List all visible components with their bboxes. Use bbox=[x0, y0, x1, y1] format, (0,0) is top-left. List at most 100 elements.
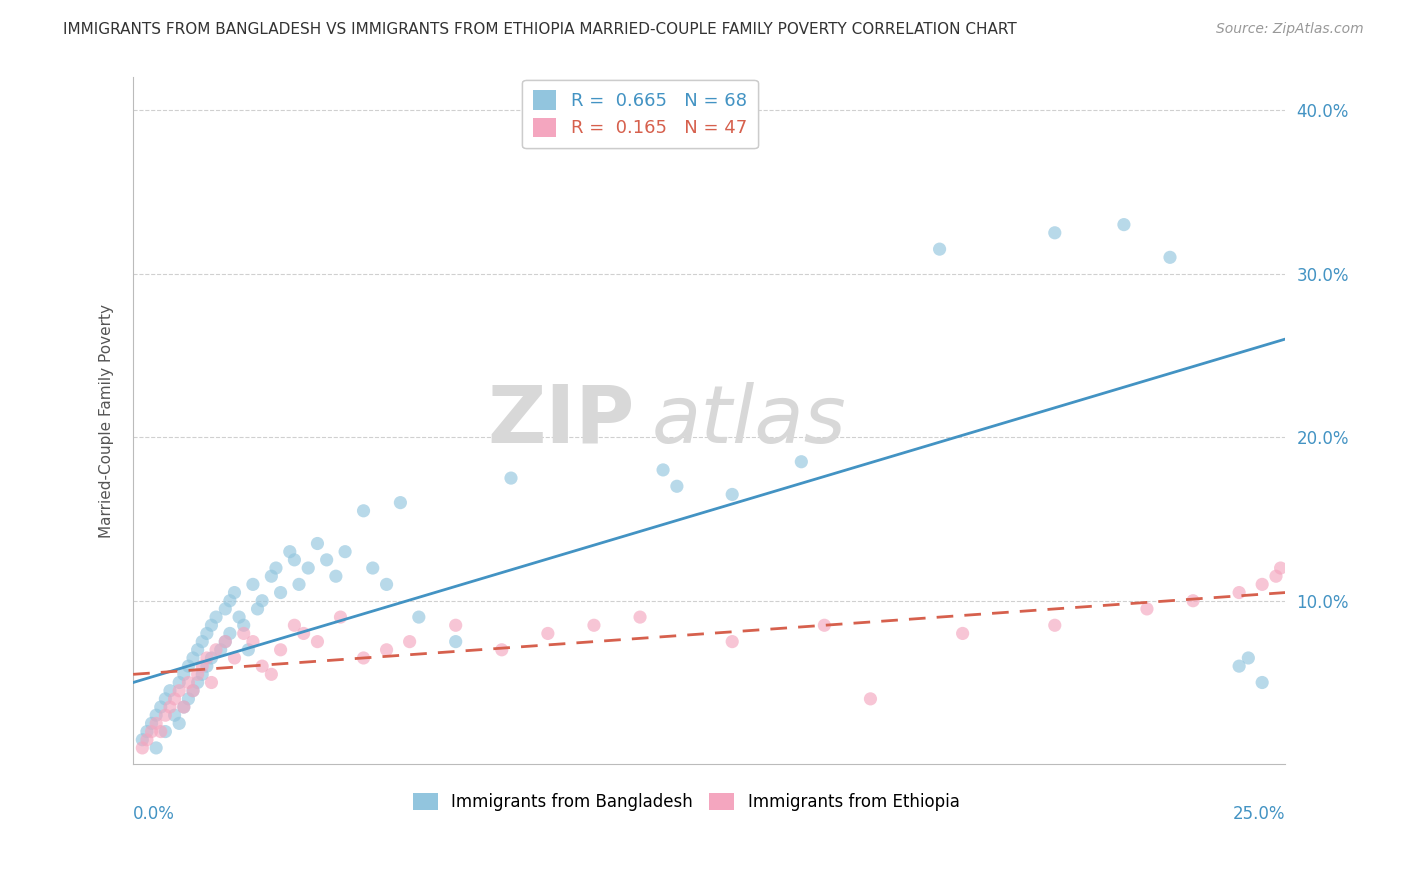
Point bbox=[141, 716, 163, 731]
Point bbox=[283, 618, 305, 632]
Point bbox=[353, 651, 375, 665]
Point bbox=[721, 487, 744, 501]
Point bbox=[270, 585, 292, 599]
Point bbox=[131, 732, 153, 747]
Point bbox=[582, 618, 605, 632]
Point bbox=[200, 651, 222, 665]
Point bbox=[159, 683, 181, 698]
Point bbox=[260, 569, 283, 583]
Point bbox=[159, 700, 181, 714]
Text: Source: ZipAtlas.com: Source: ZipAtlas.com bbox=[1216, 22, 1364, 37]
Point bbox=[499, 471, 522, 485]
Point bbox=[297, 561, 319, 575]
Point bbox=[283, 553, 305, 567]
Point bbox=[1251, 577, 1274, 591]
Point bbox=[307, 536, 329, 550]
Point bbox=[187, 667, 209, 681]
Point bbox=[250, 593, 273, 607]
Point bbox=[288, 577, 311, 591]
Point bbox=[278, 544, 301, 558]
Text: 25.0%: 25.0% bbox=[1233, 805, 1285, 823]
Point bbox=[389, 495, 412, 509]
Point bbox=[628, 610, 651, 624]
Point bbox=[173, 667, 195, 681]
Point bbox=[214, 634, 236, 648]
Point bbox=[187, 642, 209, 657]
Text: atlas: atlas bbox=[651, 382, 846, 460]
Point bbox=[1182, 593, 1205, 607]
Point bbox=[163, 708, 186, 723]
Point bbox=[191, 667, 214, 681]
Point bbox=[195, 626, 218, 640]
Point bbox=[537, 626, 560, 640]
Point bbox=[145, 708, 167, 723]
Point bbox=[232, 626, 254, 640]
Point bbox=[167, 716, 190, 731]
Point bbox=[228, 610, 250, 624]
Point bbox=[149, 724, 172, 739]
Point bbox=[721, 634, 744, 648]
Point bbox=[1265, 569, 1288, 583]
Point bbox=[155, 724, 177, 739]
Point bbox=[307, 634, 329, 648]
Point bbox=[195, 659, 218, 673]
Point bbox=[1159, 250, 1181, 264]
Point bbox=[232, 618, 254, 632]
Point bbox=[205, 610, 228, 624]
Point bbox=[173, 700, 195, 714]
Point bbox=[353, 504, 375, 518]
Point bbox=[155, 691, 177, 706]
Point bbox=[200, 675, 222, 690]
Point bbox=[163, 691, 186, 706]
Point bbox=[1136, 602, 1159, 616]
Point bbox=[145, 716, 167, 731]
Point bbox=[1112, 218, 1135, 232]
Text: 0.0%: 0.0% bbox=[134, 805, 174, 823]
Point bbox=[444, 618, 467, 632]
Point bbox=[177, 675, 200, 690]
Point bbox=[219, 593, 242, 607]
Point bbox=[1043, 618, 1066, 632]
Point bbox=[292, 626, 315, 640]
Point bbox=[859, 691, 882, 706]
Point bbox=[200, 618, 222, 632]
Point bbox=[141, 724, 163, 739]
Point bbox=[145, 740, 167, 755]
Point bbox=[238, 642, 260, 657]
Point bbox=[333, 544, 356, 558]
Point bbox=[224, 585, 246, 599]
Point bbox=[167, 683, 190, 698]
Point bbox=[1237, 651, 1260, 665]
Point bbox=[361, 561, 384, 575]
Point bbox=[181, 683, 204, 698]
Point bbox=[191, 659, 214, 673]
Point bbox=[813, 618, 835, 632]
Point bbox=[177, 691, 200, 706]
Point bbox=[242, 634, 264, 648]
Point bbox=[209, 642, 232, 657]
Point bbox=[219, 626, 242, 640]
Point bbox=[1227, 659, 1250, 673]
Point bbox=[270, 642, 292, 657]
Point bbox=[187, 675, 209, 690]
Point bbox=[149, 700, 172, 714]
Point bbox=[1270, 561, 1292, 575]
Point bbox=[325, 569, 347, 583]
Point bbox=[214, 634, 236, 648]
Point bbox=[224, 651, 246, 665]
Point bbox=[375, 642, 398, 657]
Point bbox=[136, 724, 159, 739]
Point bbox=[652, 463, 675, 477]
Point bbox=[1227, 585, 1250, 599]
Point bbox=[1043, 226, 1066, 240]
Point bbox=[491, 642, 513, 657]
Point bbox=[250, 659, 273, 673]
Point bbox=[375, 577, 398, 591]
Point bbox=[246, 602, 269, 616]
Point bbox=[173, 700, 195, 714]
Point bbox=[191, 634, 214, 648]
Point bbox=[952, 626, 974, 640]
Point bbox=[177, 659, 200, 673]
Point bbox=[928, 242, 950, 256]
Point bbox=[214, 602, 236, 616]
